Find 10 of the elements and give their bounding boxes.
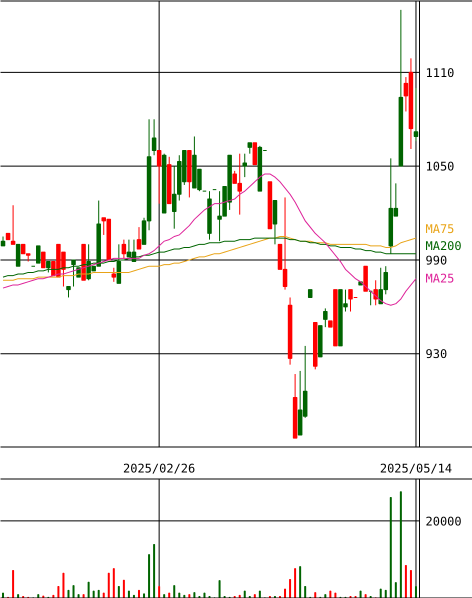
x-tick-label: 2025/05/14 (380, 462, 452, 476)
series-label: MA75 (426, 222, 454, 236)
x-tick-label: 2025/02/26 (123, 462, 196, 476)
series-label: MA25 (426, 272, 454, 286)
series-label: MA200 (426, 238, 462, 253)
y-tick-label: 930 (426, 347, 448, 362)
y-tick-label: 990 (426, 253, 448, 268)
y-tick-label: 1110 (426, 66, 454, 80)
y-tick-label: 20000 (426, 514, 462, 528)
y-tick-label: 1050 (426, 160, 454, 174)
